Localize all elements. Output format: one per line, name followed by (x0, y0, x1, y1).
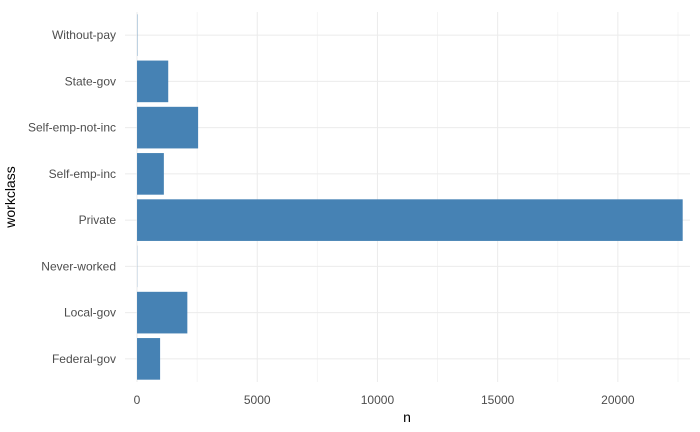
gridlines (125, 12, 690, 382)
x-tick-label: 0 (134, 393, 141, 407)
x-tick-label: 5000 (244, 393, 271, 407)
bar-state-gov (137, 61, 168, 103)
y-tick-labels: Federal-gov Local-gov Never-worked Private S… (28, 28, 116, 366)
bar-federal-gov (137, 338, 160, 380)
x-tick-labels: 0 5000 10000 15000 20000 (134, 393, 635, 407)
y-tick-label: Self-emp-not-inc (28, 121, 116, 135)
y-tick-label: Never-worked (41, 259, 116, 273)
x-tick-label: 10000 (361, 393, 395, 407)
bar-self-emp-inc (137, 153, 164, 195)
bar-private (137, 199, 683, 241)
y-tick-label: Private (79, 213, 117, 227)
y-tick-label: Local-gov (64, 306, 116, 320)
bar-self-emp-not-inc (137, 107, 198, 149)
x-tick-label: 20000 (601, 393, 635, 407)
bars (137, 14, 683, 379)
y-tick-label: Federal-gov (52, 352, 116, 366)
x-tick-label: 15000 (481, 393, 515, 407)
y-axis-title: workclass (2, 166, 18, 228)
y-tick-label: State-gov (65, 74, 116, 88)
y-tick-label: Self-emp-inc (49, 167, 116, 181)
y-tick-label: Without-pay (52, 28, 116, 42)
x-axis-title: n (403, 409, 411, 425)
bar-local-gov (137, 292, 187, 334)
